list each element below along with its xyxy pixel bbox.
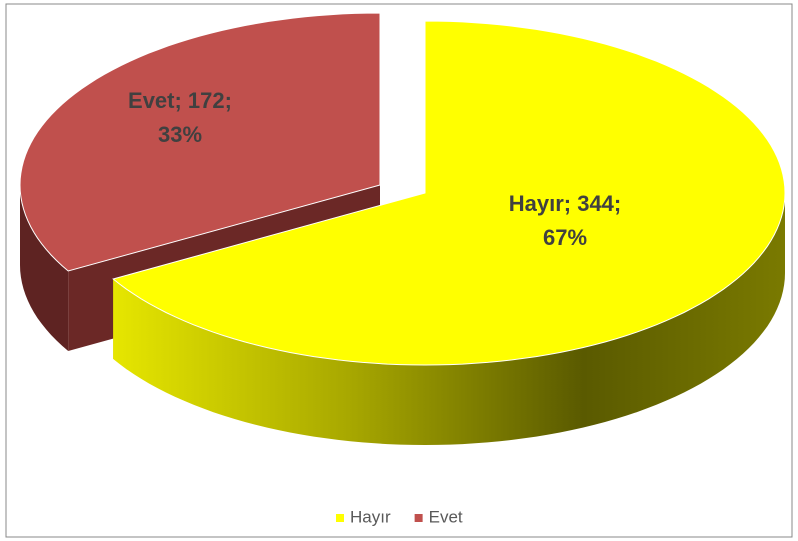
legend-label: Hayır: [350, 507, 391, 526]
slice-wall: [20, 185, 69, 351]
data-label: 33%: [158, 122, 202, 147]
slice: [112, 20, 786, 445]
data-label: Hayır; 344;: [509, 191, 622, 216]
data-label: Evet; 172;: [128, 88, 232, 113]
slice-wall: [113, 193, 785, 445]
slice-top: [19, 12, 381, 272]
legend-swatch: [414, 514, 423, 522]
legend-swatch: [336, 514, 344, 522]
legend-label: Evet: [429, 507, 463, 526]
data-label: 67%: [543, 225, 587, 250]
slice-top: [112, 20, 786, 366]
